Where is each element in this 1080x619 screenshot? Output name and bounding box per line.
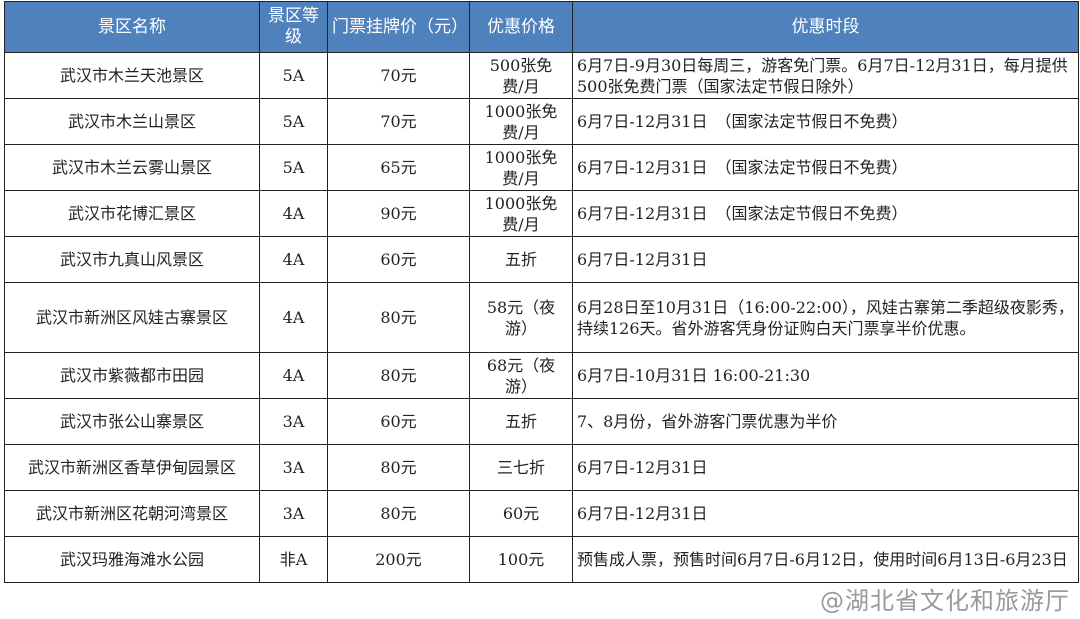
scenic-level-cell: 5A <box>259 52 328 99</box>
table-row: 武汉市木兰天池景区 5A 70元 500张免费/月 6月7日-9月30日每周三，游客免门… <box>4 52 1079 99</box>
scenic-level-cell: 5A <box>259 144 328 191</box>
header-name: 景区名称 <box>4 1 260 53</box>
scenic-name-cell: 武汉市木兰云雾山景区 <box>4 144 260 191</box>
table-row: 武汉玛雅海滩水公园 非A 200元 100元 预售成人票，预售时间6月7日-6月12日，… <box>4 536 1079 583</box>
scenic-level-cell: 4A <box>259 190 328 237</box>
header-period: 优惠时段 <box>572 1 1079 53</box>
discount-period-cell: 6月7日-12月31日 （国家法定节假日不免费） <box>572 190 1079 237</box>
scenic-level-cell: 非A <box>259 536 328 583</box>
discount-period-cell: 6月7日-10月31日 16:00-21:30 <box>572 352 1079 399</box>
discount-period-cell: 6月7日-12月31日 <box>572 236 1079 283</box>
discount-price-cell: 68元（夜游） <box>469 352 573 399</box>
header-discount: 优惠价格 <box>469 1 573 53</box>
table-row: 武汉市花博汇景区 4A 90元 1000张免费/月 6月7日-12月31日 （国家法定节… <box>4 190 1079 237</box>
scenic-name-cell: 武汉市花博汇景区 <box>4 190 260 237</box>
discount-period-cell: 6月7日-12月31日 <box>572 444 1079 491</box>
discount-period-cell: 6月7日-12月31日 （国家法定节假日不免费） <box>572 98 1079 145</box>
discount-period-cell: 6月7日-9月30日每周三，游客免门票。6月7日-12月31日，每月提供500张… <box>572 52 1079 99</box>
list-price-cell: 70元 <box>327 52 470 99</box>
table-row: 武汉市木兰云雾山景区 5A 65元 1000张免费/月 6月7日-12月31日 （国家法… <box>4 144 1079 191</box>
discount-period-cell: 预售成人票，预售时间6月7日-6月12日，使用时间6月13日-6月23日 <box>572 536 1079 583</box>
table-row: 武汉市新洲区花朝河湾景区 3A 80元 60元 6月7日-12月31日 <box>4 490 1079 537</box>
discount-period-cell: 6月28日至10月31日（16:00-22:00），风娃古寨第二季超级夜影秀，持… <box>572 282 1079 353</box>
list-price-cell: 60元 <box>327 236 470 283</box>
discount-price-cell: 1000张免费/月 <box>469 190 573 237</box>
scenic-name-cell: 武汉市张公山寨景区 <box>4 398 260 445</box>
list-price-cell: 80元 <box>327 490 470 537</box>
discount-period-cell: 6月7日-12月31日 <box>572 490 1079 537</box>
list-price-cell: 70元 <box>327 98 470 145</box>
header-price: 门票挂牌价（元） <box>327 1 470 53</box>
table-row: 武汉市九真山风景区 4A 60元 五折 6月7日-12月31日 <box>4 236 1079 283</box>
scenic-level-cell: 5A <box>259 98 328 145</box>
discount-price-cell: 58元（夜游） <box>469 282 573 353</box>
table-row: 武汉市紫薇都市田园 4A 80元 68元（夜游） 6月7日-10月31日 16:00-2… <box>4 352 1079 399</box>
discount-period-cell: 7、8月份，省外游客门票优惠为半价 <box>572 398 1079 445</box>
header-row: 景区名称 景区等级 门票挂牌价（元） 优惠价格 优惠时段 <box>4 1 1079 53</box>
table-row: 武汉市新洲区风娃古寨景区 4A 80元 58元（夜游） 6月28日至10月31日（16:… <box>4 282 1079 353</box>
list-price-cell: 200元 <box>327 536 470 583</box>
table-row: 武汉市木兰山景区 5A 70元 1000张免费/月 6月7日-12月31日 （国家法定节… <box>4 98 1079 145</box>
discount-price-cell: 1000张免费/月 <box>469 98 573 145</box>
list-price-cell: 65元 <box>327 144 470 191</box>
scenic-level-cell: 3A <box>259 398 328 445</box>
scenic-discount-table: 景区名称 景区等级 门票挂牌价（元） 优惠价格 优惠时段 武汉市木兰天池景区 5A… <box>4 1 1079 583</box>
scenic-level-cell: 4A <box>259 352 328 399</box>
list-price-cell: 80元 <box>327 444 470 491</box>
watermark: @湖北省文化和旅游厅 <box>820 587 1070 615</box>
table-row: 武汉市新洲区香草伊甸园景区 3A 80元 三七折 6月7日-12月31日 <box>4 444 1079 491</box>
discount-price-cell: 五折 <box>469 398 573 445</box>
scenic-level-cell: 4A <box>259 282 328 353</box>
discount-price-cell: 500张免费/月 <box>469 52 573 99</box>
scenic-name-cell: 武汉市新洲区风娃古寨景区 <box>4 282 260 353</box>
table-row: 武汉市张公山寨景区 3A 60元 五折 7、8月份，省外游客门票优惠为半价 <box>4 398 1079 445</box>
list-price-cell: 80元 <box>327 282 470 353</box>
scenic-name-cell: 武汉市木兰山景区 <box>4 98 260 145</box>
discount-price-cell: 三七折 <box>469 444 573 491</box>
scenic-name-cell: 武汉市新洲区花朝河湾景区 <box>4 490 260 537</box>
scenic-name-cell: 武汉市紫薇都市田园 <box>4 352 260 399</box>
scenic-level-cell: 3A <box>259 490 328 537</box>
scenic-name-cell: 武汉市九真山风景区 <box>4 236 260 283</box>
list-price-cell: 90元 <box>327 190 470 237</box>
discount-price-cell: 100元 <box>469 536 573 583</box>
header-level: 景区等级 <box>259 1 328 53</box>
discount-period-cell: 6月7日-12月31日 （国家法定节假日不免费） <box>572 144 1079 191</box>
discount-price-cell: 1000张免费/月 <box>469 144 573 191</box>
scenic-name-cell: 武汉市新洲区香草伊甸园景区 <box>4 444 260 491</box>
scenic-name-cell: 武汉玛雅海滩水公园 <box>4 536 260 583</box>
scenic-level-cell: 3A <box>259 444 328 491</box>
discount-price-cell: 五折 <box>469 236 573 283</box>
scenic-level-cell: 4A <box>259 236 328 283</box>
scenic-name-cell: 武汉市木兰天池景区 <box>4 52 260 99</box>
list-price-cell: 60元 <box>327 398 470 445</box>
list-price-cell: 80元 <box>327 352 470 399</box>
discount-price-cell: 60元 <box>469 490 573 537</box>
